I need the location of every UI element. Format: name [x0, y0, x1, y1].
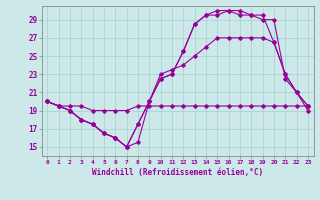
- X-axis label: Windchill (Refroidissement éolien,°C): Windchill (Refroidissement éolien,°C): [92, 168, 263, 177]
